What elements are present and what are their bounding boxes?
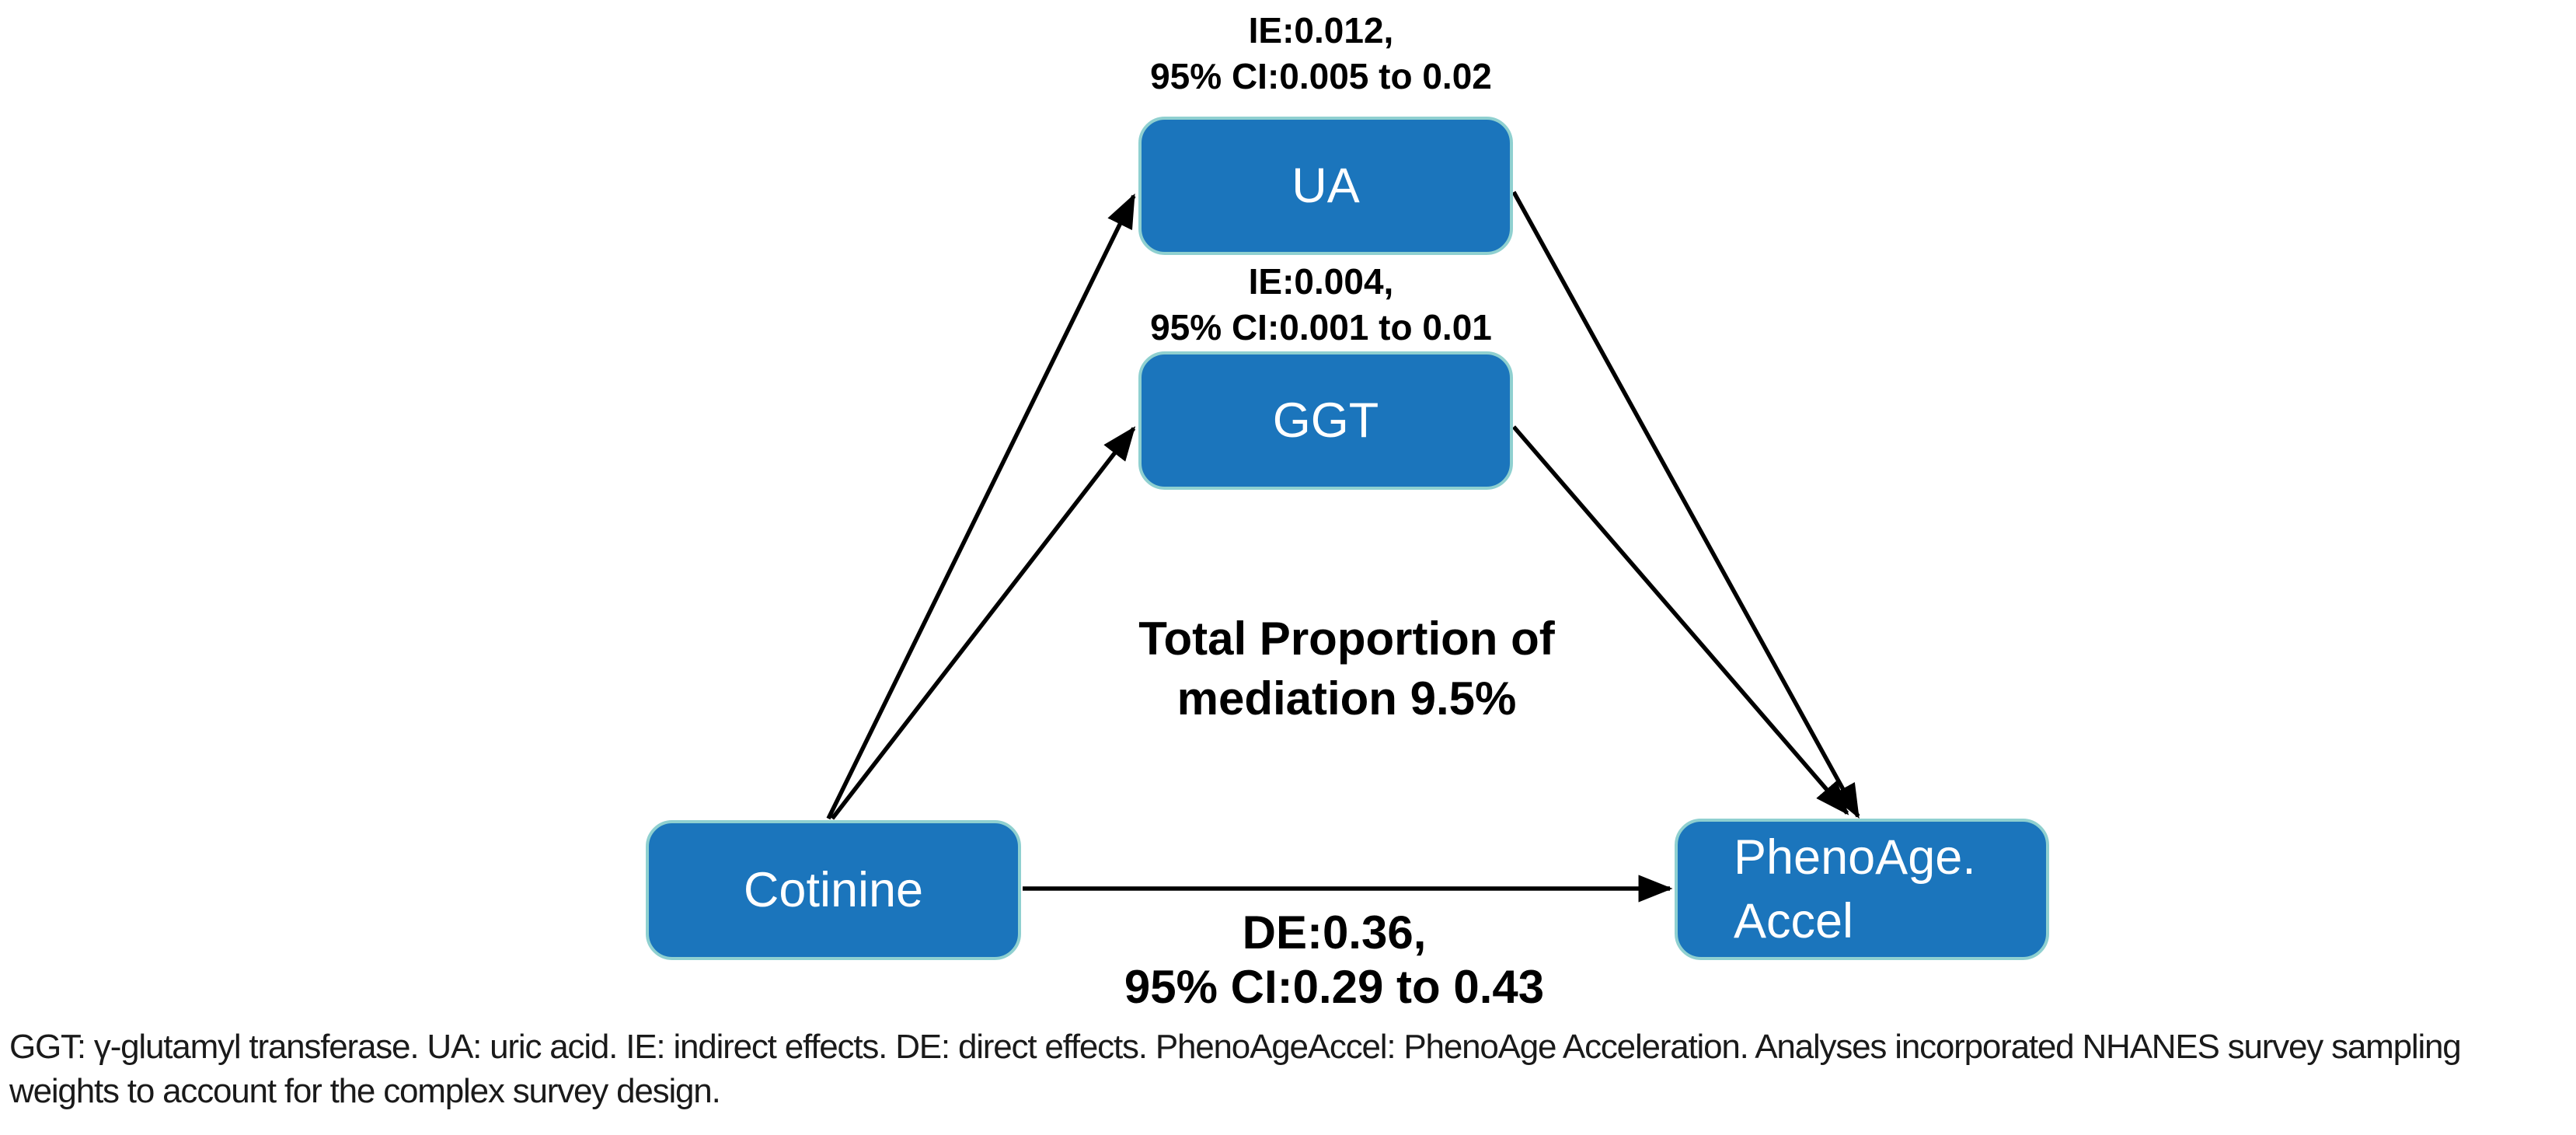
node-phenoage: PhenoAge. Accel <box>1675 819 2049 960</box>
node-phenoage-line2: Accel <box>1734 894 1854 948</box>
annotation-total-mediation: Total Proportion of mediation 9.5% <box>958 609 1735 728</box>
node-cotinine: Cotinine <box>646 820 1021 960</box>
annotation-de-line2: 95% CI:0.29 to 0.43 <box>1124 961 1545 1013</box>
node-phenoage-line1: PhenoAge. <box>1734 830 1976 885</box>
node-ggt: GGT <box>1138 351 1513 490</box>
node-ggt-label: GGT <box>1272 393 1379 448</box>
caption-line-1: GGT: γ-glutamyl transferase. UA: uric ac… <box>9 1028 2462 1066</box>
annotation-total-mediation-line1: Total Proportion of <box>1138 613 1555 665</box>
arrow-ggt-to-phenoage <box>1511 425 1849 815</box>
arrow-cotinine-to-ggt <box>830 426 1136 820</box>
annotation-de-line1: DE:0.36, <box>1242 906 1427 959</box>
annotation-ie-ggt-line1: IE:0.004, <box>1248 261 1394 302</box>
annotation-ie-ua-line1: IE:0.012, <box>1248 10 1394 51</box>
arrow-cotinine-to-ua <box>826 193 1136 820</box>
node-ua-label: UA <box>1291 158 1360 213</box>
annotation-total-mediation-line2: mediation 9.5% <box>1176 672 1517 725</box>
node-ua: UA <box>1138 117 1513 255</box>
annotation-ie-ggt: IE:0.004, 95% CI:0.001 to 0.01 <box>929 259 1713 351</box>
node-phenoage-label: PhenoAge. Accel <box>1734 826 1976 953</box>
node-cotinine-label: Cotinine <box>743 862 924 917</box>
annotation-ie-ggt-line2: 95% CI:0.001 to 0.01 <box>1150 307 1492 347</box>
annotation-ie-ua: IE:0.012, 95% CI:0.005 to 0.02 <box>929 8 1713 100</box>
figure-caption: GGT: γ-glutamyl transferase. UA: uric ac… <box>9 1025 2571 1113</box>
caption-line-2: weights to account for the complex surve… <box>9 1072 721 1110</box>
annotation-ie-ua-line2: 95% CI:0.005 to 0.02 <box>1150 56 1492 96</box>
arrow-ua-to-phenoage <box>1511 190 1860 819</box>
annotation-de: DE:0.36, 95% CI:0.29 to 0.43 <box>946 906 1723 1015</box>
